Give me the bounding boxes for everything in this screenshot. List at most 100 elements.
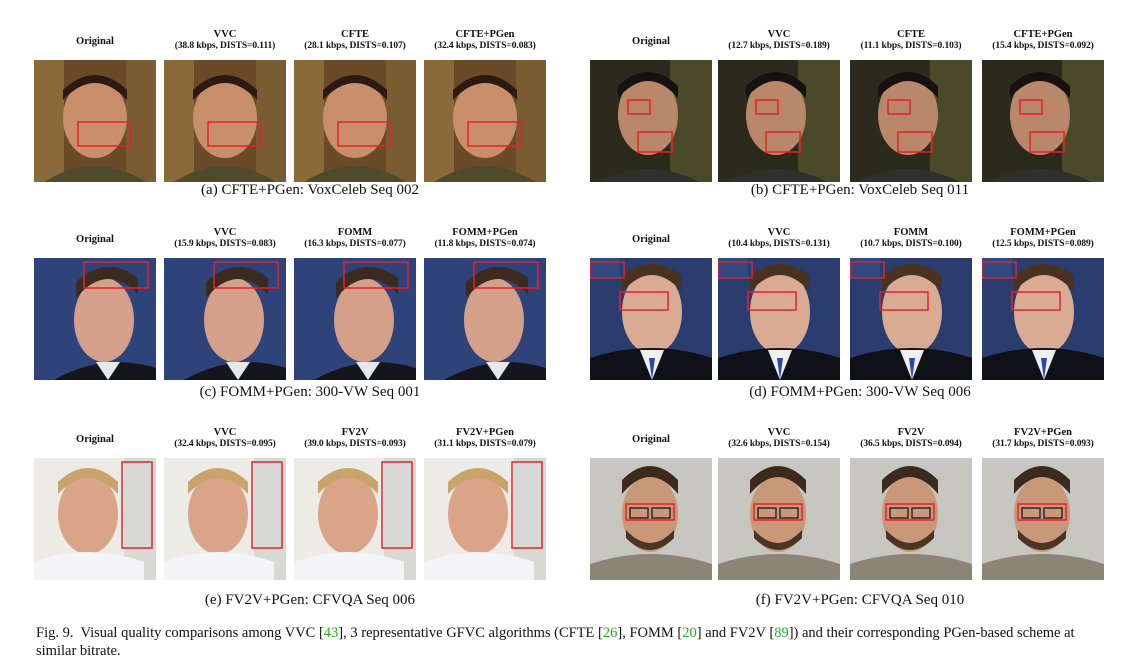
face-image-vvc xyxy=(164,258,286,380)
caption-text: ], 3 representative GFVC algorithms (CFT… xyxy=(338,625,603,641)
reference-link[interactable]: 43 xyxy=(323,625,339,641)
column-original: Original xyxy=(590,428,712,450)
face-image-cfte-pgen xyxy=(982,60,1104,182)
column-stats: (11.8 kbps, DISTS=0.074) xyxy=(434,239,536,249)
column-fv2v: FV2V (36.5 kbps, DISTS=0.094) xyxy=(850,427,972,450)
column-fomm-pgen: FOMM+PGen (11.8 kbps, DISTS=0.074) xyxy=(424,227,546,250)
face-image-fomm xyxy=(850,258,972,380)
column-title: FOMM+PGen xyxy=(1010,227,1076,238)
face-image-cfte xyxy=(850,60,972,182)
panel-caption: (c) FOMM+PGen: 300-VW Seq 001 xyxy=(199,384,421,400)
face-image-original xyxy=(590,258,712,380)
panel-d: Original VVC (10.4 kbps, DISTS=0.131) FOM… xyxy=(580,227,1139,428)
column-cfte-pgen: CFTE+PGen (15.4 kbps, DISTS=0.092) xyxy=(982,29,1104,52)
column-fv2v: FV2V (39.0 kbps, DISTS=0.093) xyxy=(294,427,416,450)
face-image-original xyxy=(34,458,156,580)
column-stats: (16.3 kbps, DISTS=0.077) xyxy=(304,239,406,249)
reference-link[interactable]: 89 xyxy=(774,625,789,641)
reference-link[interactable]: 26 xyxy=(602,625,618,641)
column-title: FOMM xyxy=(337,227,373,238)
panel-c: Original VVC (15.9 kbps, DISTS=0.083) FOM… xyxy=(30,227,590,428)
face-image-fomm xyxy=(294,258,416,380)
column-original: Original xyxy=(34,30,156,52)
column-original: Original xyxy=(34,228,156,250)
face-image-fomm-pgen xyxy=(982,258,1104,380)
face-image-original xyxy=(34,60,156,182)
reference-link[interactable]: 20 xyxy=(682,625,697,641)
column-title: VVC xyxy=(767,29,791,40)
column-stats: (32.6 kbps, DISTS=0.154) xyxy=(728,439,830,449)
column-stats: (36.5 kbps, DISTS=0.094) xyxy=(860,439,962,449)
face-image-vvc xyxy=(718,258,840,380)
column-cfte: CFTE (28.1 kbps, DISTS=0.107) xyxy=(294,29,416,52)
column-title: Original xyxy=(76,234,114,245)
panel-caption: (a) CFTE+PGen: VoxCeleb Seq 002 xyxy=(201,182,419,198)
figure-caption: Fig. 9. Visual quality comparisons among… xyxy=(36,624,1111,660)
column-title: FV2V xyxy=(341,427,369,438)
column-fomm: FOMM (10.7 kbps, DISTS=0.100) xyxy=(850,227,972,250)
column-title: FOMM xyxy=(893,227,929,238)
face-image-vvc xyxy=(164,458,286,580)
column-cfte: CFTE (11.1 kbps, DISTS=0.103) xyxy=(850,29,972,52)
column-stats: (15.4 kbps, DISTS=0.092) xyxy=(992,41,1094,51)
column-title: VVC xyxy=(213,227,237,238)
column-vvc: VVC (15.9 kbps, DISTS=0.083) xyxy=(164,227,286,250)
column-vvc: VVC (12.7 kbps, DISTS=0.189) xyxy=(718,29,840,52)
column-original: Original xyxy=(590,228,712,250)
caption-text: Visual quality comparisons among VVC [ xyxy=(80,625,324,641)
face-image-cfte xyxy=(294,60,416,182)
column-fv2v-pgen: FV2V+PGen (31.1 kbps, DISTS=0.079) xyxy=(424,427,546,450)
caption-text: ] and FV2V [ xyxy=(696,625,775,641)
face-image-fv2v-pgen xyxy=(424,458,546,580)
column-stats: (10.4 kbps, DISTS=0.131) xyxy=(728,239,830,249)
column-title: VVC xyxy=(767,227,791,238)
face-image-original xyxy=(34,258,156,380)
panel-f: Original VVC (32.6 kbps, DISTS=0.154) FV2… xyxy=(580,427,1139,628)
column-stats: (32.4 kbps, DISTS=0.095) xyxy=(174,439,276,449)
caption-text: ]) and their corresponding PGen-based sc… xyxy=(36,625,1075,659)
column-title: Original xyxy=(632,36,670,47)
column-fomm-pgen: FOMM+PGen (12.5 kbps, DISTS=0.089) xyxy=(982,227,1104,250)
column-title: FOMM+PGen xyxy=(452,227,518,238)
face-image-cfte-pgen xyxy=(424,60,546,182)
column-original: Original xyxy=(34,428,156,450)
column-vvc: VVC (32.4 kbps, DISTS=0.095) xyxy=(164,427,286,450)
figure-caption-label: Fig. 9. xyxy=(36,625,74,641)
column-title: Original xyxy=(632,234,670,245)
panel-caption: (d) FOMM+PGen: 300-VW Seq 006 xyxy=(749,384,971,400)
column-title: CFTE xyxy=(340,29,369,40)
panel-caption: (f) FV2V+PGen: CFVQA Seq 010 xyxy=(755,592,965,608)
column-stats: (32.4 kbps, DISTS=0.083) xyxy=(434,41,536,51)
column-original: Original xyxy=(590,30,712,52)
column-stats: (28.1 kbps, DISTS=0.107) xyxy=(304,41,406,51)
face-image-original xyxy=(590,60,712,182)
face-image-vvc xyxy=(718,60,840,182)
panel-e: Original VVC (32.4 kbps, DISTS=0.095) FV2… xyxy=(30,427,590,628)
column-title: FV2V+PGen xyxy=(1014,427,1072,438)
column-stats: (31.7 kbps, DISTS=0.093) xyxy=(992,439,1094,449)
column-title: FV2V xyxy=(897,427,925,438)
column-title: Original xyxy=(632,434,670,445)
panel-a: Original VVC (38.8 kbps, DISTS=0.111) CFT… xyxy=(30,29,590,230)
column-fv2v-pgen: FV2V+PGen (31.7 kbps, DISTS=0.093) xyxy=(982,427,1104,450)
column-title: VVC xyxy=(767,427,791,438)
column-vvc: VVC (10.4 kbps, DISTS=0.131) xyxy=(718,227,840,250)
column-title: CFTE+PGen xyxy=(455,29,515,40)
column-stats: (12.5 kbps, DISTS=0.089) xyxy=(992,239,1094,249)
column-title: VVC xyxy=(213,29,237,40)
panel-b: Original VVC (12.7 kbps, DISTS=0.189) CFT… xyxy=(580,29,1139,230)
panel-caption: (e) FV2V+PGen: CFVQA Seq 006 xyxy=(204,592,416,608)
face-image-fv2v-pgen xyxy=(982,458,1104,580)
column-fomm: FOMM (16.3 kbps, DISTS=0.077) xyxy=(294,227,416,250)
face-image-original xyxy=(590,458,712,580)
face-image-fv2v xyxy=(294,458,416,580)
column-stats: (15.9 kbps, DISTS=0.083) xyxy=(174,239,276,249)
column-cfte-pgen: CFTE+PGen (32.4 kbps, DISTS=0.083) xyxy=(424,29,546,52)
column-stats: (38.8 kbps, DISTS=0.111) xyxy=(174,41,276,51)
column-title: CFTE+PGen xyxy=(1013,29,1073,40)
column-stats: (12.7 kbps, DISTS=0.189) xyxy=(728,41,830,51)
caption-text: ], FOMM [ xyxy=(617,625,683,641)
column-title: Original xyxy=(76,36,114,47)
face-image-vvc xyxy=(164,60,286,182)
column-stats: (31.1 kbps, DISTS=0.079) xyxy=(434,439,536,449)
